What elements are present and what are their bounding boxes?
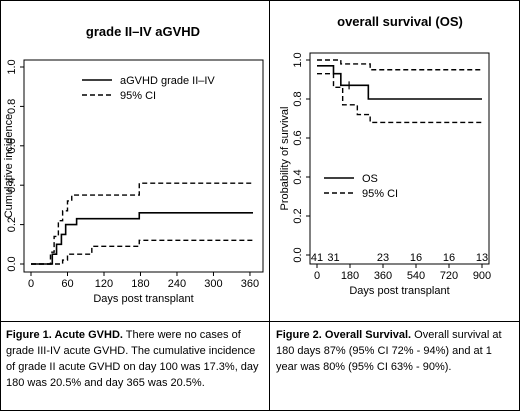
plot-frame: [309, 52, 490, 265]
figure-2-caption: Figure 2. Overall Survival. Overall surv…: [276, 327, 514, 375]
x-tick-label: 0: [28, 278, 34, 290]
legend-label: 95% CI: [362, 188, 398, 200]
y-axis-label: Probability of survival: [279, 107, 291, 211]
x-tick-label: 0: [314, 270, 320, 282]
y-tick-label: 0.8: [292, 91, 304, 106]
at-risk-count: 16: [410, 252, 422, 264]
panel-divider-vertical: [269, 0, 270, 411]
y-tick-label: 0.0: [6, 256, 18, 271]
agvhd-chart: grade II–IV aGVHD 0 60 120 180 240 300 360 0.0 0.…: [3, 24, 264, 305]
series-line-agvhd-grade-ii-iv: [31, 211, 253, 265]
x-axis-label: Days post transplant: [93, 293, 193, 305]
x-tick-label: 120: [95, 278, 113, 290]
figure-2-caption-text: Overall survival at 180 days 87% (95% CI…: [276, 329, 502, 373]
chart-title: overall survival (OS): [337, 14, 463, 29]
x-axis-label: Days post transplant: [349, 285, 449, 297]
x-tick-label: 180: [341, 270, 359, 282]
x-tick-label: 240: [168, 278, 186, 290]
series-line-95-ci-lower: [31, 239, 253, 265]
at-risk-count: 13: [476, 252, 488, 264]
x-tick-label: 300: [204, 278, 222, 290]
series-line-95-ci-upper: [317, 59, 482, 71]
legend-label: 95% CI: [120, 90, 156, 102]
y-tick-label: 0.2: [6, 217, 18, 232]
series-line-95-ci-upper: [31, 182, 253, 265]
os-chart: overall survival (OS) 0 180 360 540 720 900 0.0…: [279, 14, 491, 297]
chart-title: grade II–IV aGVHD: [86, 24, 200, 39]
figure-1-caption-text: There were no cases of grade III-IV acut…: [6, 329, 259, 389]
x-tick-label: 540: [407, 270, 425, 282]
series-line-95-ci-lower: [317, 72, 482, 124]
figure-1-caption: Figure 1. Acute GVHD. There were no case…: [6, 327, 264, 391]
series-line-os: [317, 65, 482, 100]
y-tick-label: 0.6: [6, 138, 18, 153]
at-risk-count: 41: [311, 252, 323, 264]
y-tick-label: 0.4: [6, 178, 18, 193]
x-tick-label: 180: [131, 278, 149, 290]
figure-2-caption-label: Figure 2. Overall Survival.: [276, 329, 412, 341]
figure-1-caption-label: Figure 1. Acute GVHD.: [6, 329, 123, 341]
x-tick-label: 60: [61, 278, 73, 290]
y-axis-label: Cumulative incidence: [3, 114, 15, 219]
x-tick-label: 360: [241, 278, 259, 290]
y-tick-label: 0.2: [292, 208, 304, 223]
panel-divider-horizontal: [0, 321, 520, 322]
y-tick-label: 1.0: [6, 59, 18, 74]
legend-label: OS: [362, 173, 378, 185]
x-tick-label: 360: [374, 270, 392, 282]
y-tick-label: 0.8: [6, 99, 18, 114]
at-risk-count: 23: [377, 252, 389, 264]
x-tick-label: 900: [473, 270, 491, 282]
legend-label: aGVHD grade II–IV: [120, 75, 215, 87]
at-risk-count: 16: [443, 252, 455, 264]
y-tick-label: 0.4: [292, 169, 304, 184]
at-risk-count: 31: [327, 252, 339, 264]
y-tick-label: 0.6: [292, 130, 304, 145]
y-tick-label: 0.0: [292, 247, 304, 262]
x-tick-label: 720: [440, 270, 458, 282]
y-tick-label: 1.0: [292, 52, 304, 67]
